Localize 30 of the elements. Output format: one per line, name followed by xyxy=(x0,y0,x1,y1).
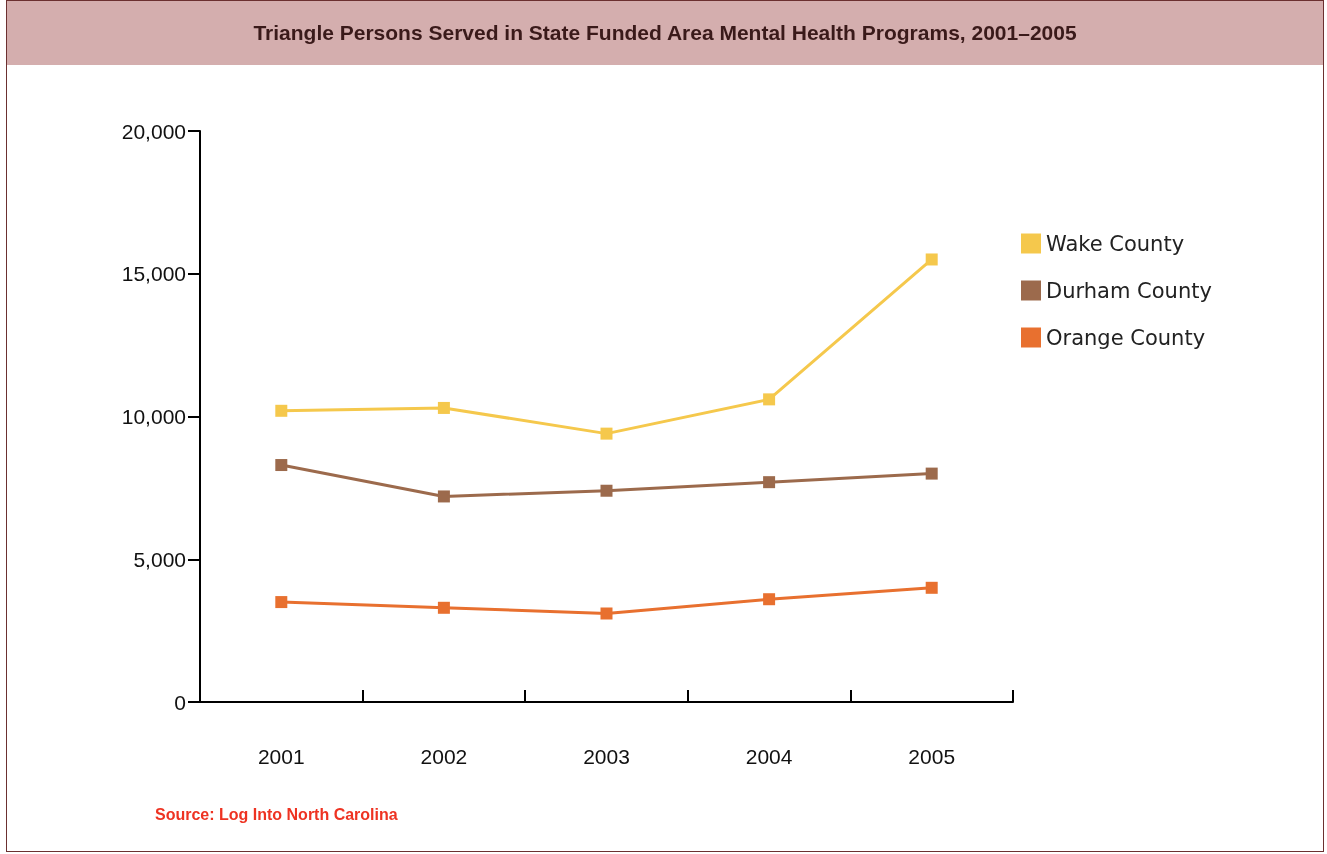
y-tick-label: 10,000 xyxy=(121,405,186,428)
x-tick-label: 2002 xyxy=(420,745,468,768)
point xyxy=(925,467,938,480)
point xyxy=(275,596,288,609)
point xyxy=(763,593,776,606)
point xyxy=(925,253,938,266)
source-note: Source: Log Into North Carolina xyxy=(155,806,398,824)
chart-title: Triangle Persons Served in State Funded Area Mental Health Programs, 2001–2005 xyxy=(7,1,1323,65)
y-tick-label: 20,000 xyxy=(121,119,186,143)
x-tick-label: 2001 xyxy=(257,745,305,768)
y-tick-label: 0 xyxy=(174,690,186,714)
legend-label: Orange County xyxy=(1046,325,1206,350)
point xyxy=(437,490,450,503)
point xyxy=(275,404,288,417)
point xyxy=(600,607,613,620)
point xyxy=(763,393,776,406)
x-tick-label: 2004 xyxy=(745,745,793,768)
point xyxy=(763,476,776,489)
point xyxy=(437,601,450,614)
y-tick-label: 5,000 xyxy=(133,547,186,571)
point xyxy=(275,459,288,472)
x-tick-label: 2005 xyxy=(908,745,956,768)
point xyxy=(437,401,450,414)
x-tick-label: 2003 xyxy=(583,745,630,768)
legend-label: Durham County xyxy=(1046,278,1212,303)
y-tick-label: 15,000 xyxy=(121,262,186,286)
legend-label: Wake County xyxy=(1046,231,1185,256)
point xyxy=(925,581,938,594)
point xyxy=(600,484,613,497)
point xyxy=(600,427,613,440)
